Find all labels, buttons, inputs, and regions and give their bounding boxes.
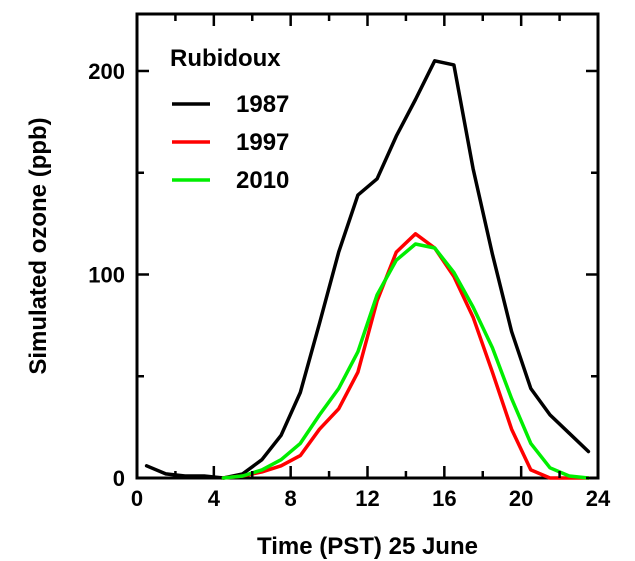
- legend-label-2010: 2010: [236, 167, 289, 194]
- series-line-2010: [221, 242, 591, 480]
- x-axis-title: Time (PST) 25 June: [257, 533, 478, 560]
- x-tick-label: 8: [285, 486, 297, 511]
- legend-label-1987: 1987: [236, 91, 289, 118]
- y-tick-label: 100: [88, 262, 125, 287]
- x-tick-label: 20: [509, 486, 533, 511]
- y-tick-label: 0: [113, 466, 125, 491]
- x-tick-label: 4: [208, 486, 221, 511]
- legend: Rubidoux 1987 1997 2010: [170, 45, 289, 194]
- series-line-1987: [144, 59, 591, 480]
- legend-label-1997: 1997: [236, 129, 289, 156]
- plot-frame: [135, 12, 600, 480]
- axis-layer: 0 4 8 12 16 20 24 0 100 200: [88, 14, 611, 511]
- series-layer: [144, 59, 591, 480]
- plot-area: [135, 12, 600, 480]
- legend-title: Rubidoux: [170, 45, 281, 72]
- y-tick-label: 200: [88, 59, 125, 84]
- x-tick-label: 24: [586, 486, 611, 511]
- x-tick-label: 0: [131, 486, 143, 511]
- y-axis-title: Simulated ozone (ppb): [25, 117, 52, 374]
- x-tick-label: 16: [432, 486, 456, 511]
- series-line-1997: [221, 232, 591, 480]
- x-tick-label: 12: [355, 486, 379, 511]
